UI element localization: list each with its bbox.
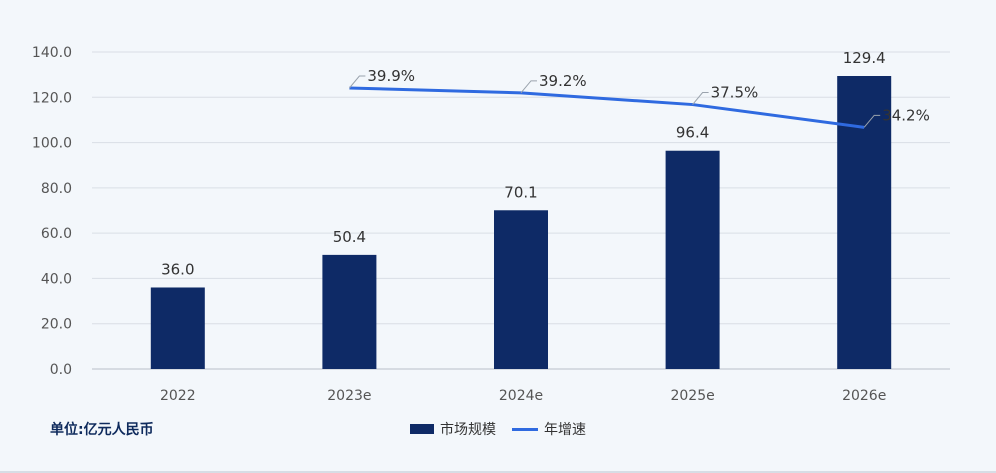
growth-line: [349, 86, 865, 129]
growth-value-label: 37.5%: [711, 84, 759, 102]
x-tick-label: 2025e: [670, 388, 714, 404]
bottom-divider: [0, 471, 996, 473]
x-tick-label: 2022: [160, 388, 196, 404]
bar: [494, 210, 548, 369]
y-tick-label: 120.0: [32, 90, 72, 106]
chart-legend: 市场规模 年增速: [410, 419, 586, 439]
legend-line-label: 年增速: [544, 422, 586, 438]
bar: [665, 150, 720, 369]
x-tick-label: 2024e: [499, 388, 543, 404]
y-tick-label: 100.0: [32, 136, 72, 152]
y-tick-label: 60.0: [41, 226, 72, 242]
bar-value-label: 70.1: [504, 183, 537, 201]
growth-value-label: 39.2%: [539, 72, 587, 90]
y-tick-label: 0.0: [50, 362, 72, 378]
growth-leader-line: [863, 114, 881, 128]
growth-value-label: 34.2%: [882, 106, 930, 124]
bar: [322, 254, 377, 369]
y-tick-label: 40.0: [41, 271, 72, 287]
growth-leader-line: [520, 80, 537, 94]
legend-bar-swatch: [410, 424, 434, 434]
bar-value-label: 36.0: [161, 260, 194, 278]
bar-value-label: 50.4: [333, 228, 366, 246]
y-tick-label: 20.0: [41, 317, 72, 333]
legend-bar-label: 市场规模: [440, 422, 496, 438]
x-tick-label: 2023e: [327, 388, 371, 404]
bar-value-label: 129.4: [843, 49, 886, 67]
unit-label: 单位:亿元人民币: [50, 422, 154, 438]
y-tick-label: 80.0: [41, 181, 72, 197]
bar: [150, 287, 205, 369]
x-tick-label: 2026e: [842, 388, 886, 404]
y-tick-label: 140.0: [32, 45, 72, 61]
growth-leader-line: [692, 92, 709, 105]
growth-value-label: 39.9%: [367, 67, 415, 85]
growth-leader-line: [349, 75, 366, 89]
legend-line-swatch: [512, 427, 538, 431]
bar-value-label: 96.4: [676, 124, 709, 142]
